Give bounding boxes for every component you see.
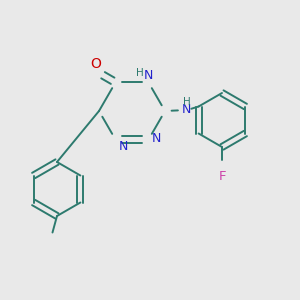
Text: O: O (90, 57, 101, 71)
Text: F: F (218, 170, 226, 183)
Text: N: N (144, 68, 153, 82)
Text: H: H (136, 68, 144, 78)
Text: N: N (118, 140, 128, 154)
Text: N: N (182, 103, 192, 116)
Text: H: H (183, 97, 191, 107)
Text: N: N (152, 132, 161, 145)
